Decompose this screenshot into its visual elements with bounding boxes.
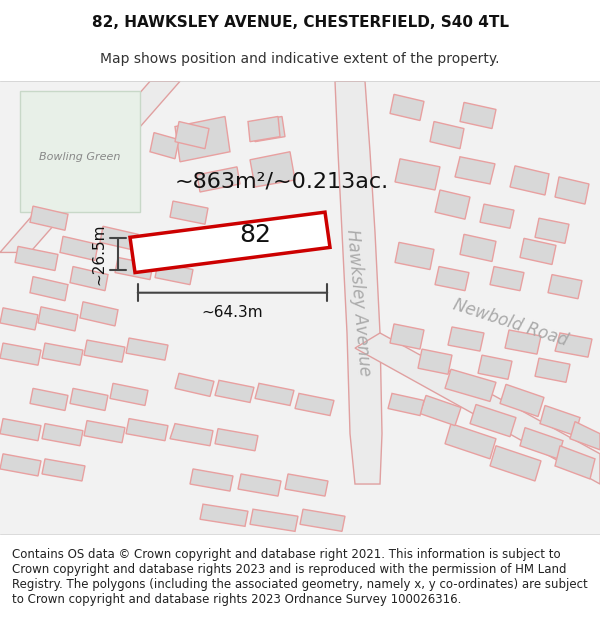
Polygon shape	[520, 428, 563, 459]
Polygon shape	[252, 116, 285, 142]
Text: Map shows position and indicative extent of the property.: Map shows position and indicative extent…	[100, 51, 500, 66]
Polygon shape	[255, 383, 294, 406]
Polygon shape	[84, 421, 125, 442]
Polygon shape	[140, 236, 178, 259]
Polygon shape	[175, 373, 214, 396]
Polygon shape	[295, 393, 334, 416]
Polygon shape	[250, 152, 295, 187]
Polygon shape	[300, 509, 345, 531]
Polygon shape	[175, 121, 209, 149]
Polygon shape	[20, 91, 140, 212]
Polygon shape	[435, 266, 469, 291]
Polygon shape	[126, 419, 168, 441]
Polygon shape	[555, 446, 595, 479]
Polygon shape	[335, 81, 382, 484]
Polygon shape	[80, 302, 118, 326]
Polygon shape	[170, 424, 213, 446]
Polygon shape	[460, 102, 496, 129]
Polygon shape	[388, 393, 424, 416]
Polygon shape	[110, 383, 148, 406]
Text: ~64.3m: ~64.3m	[202, 305, 263, 320]
Polygon shape	[395, 242, 434, 269]
Polygon shape	[215, 380, 254, 402]
Polygon shape	[470, 404, 516, 437]
Polygon shape	[535, 218, 569, 243]
Polygon shape	[0, 81, 180, 252]
Polygon shape	[0, 343, 41, 365]
Polygon shape	[100, 226, 138, 251]
Polygon shape	[420, 396, 461, 426]
Text: ~863m²/~0.213ac.: ~863m²/~0.213ac.	[175, 172, 389, 192]
Text: ~26.5m: ~26.5m	[91, 223, 106, 285]
Polygon shape	[490, 266, 524, 291]
Polygon shape	[285, 474, 328, 496]
Polygon shape	[150, 132, 179, 159]
Polygon shape	[115, 258, 153, 279]
Polygon shape	[535, 358, 570, 382]
Polygon shape	[0, 454, 41, 476]
Polygon shape	[238, 474, 281, 496]
Polygon shape	[30, 277, 68, 301]
Polygon shape	[395, 159, 440, 190]
Polygon shape	[126, 338, 168, 360]
Polygon shape	[430, 121, 464, 149]
Polygon shape	[175, 116, 230, 162]
Polygon shape	[480, 204, 514, 228]
Polygon shape	[42, 424, 83, 446]
Polygon shape	[0, 419, 41, 441]
Polygon shape	[197, 167, 240, 192]
Polygon shape	[15, 246, 58, 271]
Polygon shape	[215, 429, 258, 451]
Polygon shape	[355, 333, 600, 484]
Polygon shape	[248, 116, 280, 142]
Polygon shape	[190, 469, 233, 491]
Polygon shape	[478, 355, 512, 379]
Polygon shape	[505, 330, 541, 354]
Polygon shape	[42, 459, 85, 481]
Polygon shape	[70, 388, 108, 411]
Polygon shape	[170, 201, 208, 224]
Polygon shape	[500, 384, 544, 416]
Polygon shape	[455, 157, 495, 184]
Polygon shape	[555, 177, 589, 204]
Polygon shape	[460, 234, 496, 261]
Polygon shape	[570, 422, 600, 450]
Polygon shape	[555, 333, 592, 357]
Polygon shape	[510, 166, 549, 195]
Polygon shape	[30, 206, 68, 230]
Polygon shape	[250, 509, 298, 531]
Polygon shape	[0, 81, 600, 534]
Polygon shape	[418, 349, 452, 374]
Polygon shape	[548, 274, 582, 299]
Polygon shape	[130, 212, 330, 272]
Polygon shape	[200, 504, 248, 526]
Polygon shape	[390, 94, 424, 121]
Polygon shape	[435, 190, 470, 219]
Polygon shape	[0, 308, 38, 330]
Polygon shape	[445, 424, 496, 459]
Text: 82: 82	[239, 223, 271, 248]
Text: Newbold Road: Newbold Road	[451, 296, 569, 350]
Polygon shape	[42, 343, 83, 365]
Text: Hawksley Avenue: Hawksley Avenue	[343, 229, 373, 377]
Text: Bowling Green: Bowling Green	[40, 152, 121, 162]
Polygon shape	[84, 340, 125, 362]
Polygon shape	[520, 238, 556, 264]
Polygon shape	[70, 266, 108, 291]
Polygon shape	[490, 446, 541, 481]
Polygon shape	[30, 388, 68, 411]
Polygon shape	[38, 307, 78, 331]
Text: 82, HAWKSLEY AVENUE, CHESTERFIELD, S40 4TL: 82, HAWKSLEY AVENUE, CHESTERFIELD, S40 4…	[91, 15, 509, 30]
Polygon shape	[60, 236, 98, 261]
Polygon shape	[448, 327, 484, 351]
Polygon shape	[390, 324, 424, 349]
Polygon shape	[155, 262, 193, 284]
Text: Contains OS data © Crown copyright and database right 2021. This information is : Contains OS data © Crown copyright and d…	[12, 548, 588, 606]
Polygon shape	[445, 369, 496, 401]
Polygon shape	[540, 406, 580, 436]
